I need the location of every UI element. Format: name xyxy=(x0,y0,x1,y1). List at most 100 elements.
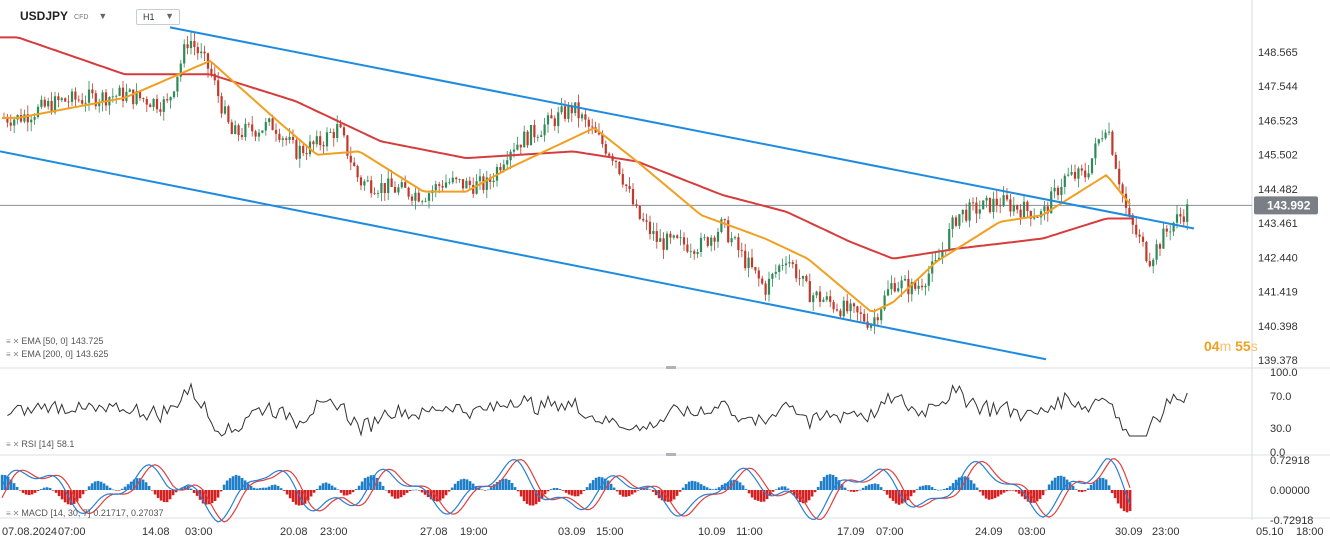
candle-body xyxy=(927,273,930,286)
price-tick-label: 140.398 xyxy=(1258,321,1298,333)
macd-histogram-bar xyxy=(27,490,31,496)
candle-body xyxy=(417,192,420,202)
macd-histogram-bar xyxy=(165,490,169,503)
candle-body xyxy=(659,238,662,242)
ema50-line xyxy=(2,59,1131,313)
macd-histogram-bar xyxy=(288,490,292,499)
macd-histogram-bar xyxy=(225,480,229,490)
macd-histogram-bar xyxy=(339,490,343,493)
candle-body xyxy=(757,270,760,279)
grid xyxy=(0,0,1330,520)
candle-body xyxy=(934,260,937,262)
macd-histogram-bar xyxy=(183,486,187,490)
macd-histogram-bar xyxy=(981,490,985,496)
macd-histogram-bar xyxy=(84,490,88,491)
macd-histogram-bar xyxy=(1035,490,1039,502)
candle-body xyxy=(618,161,621,175)
close-icon[interactable]: ✕ xyxy=(12,439,20,449)
panel-resize-handle[interactable] xyxy=(666,453,676,456)
candle-body xyxy=(988,197,992,213)
macd-histogram-bar xyxy=(579,490,583,495)
price-tick-label: 144.482 xyxy=(1258,184,1298,196)
candle-body xyxy=(614,160,618,162)
macd-histogram-bar xyxy=(174,490,178,493)
macd-histogram-bar xyxy=(285,490,289,495)
macd-histogram-bar xyxy=(501,478,505,490)
close-icon[interactable]: ✕ xyxy=(12,336,20,346)
candle-body xyxy=(478,176,482,182)
macd-histogram-bar xyxy=(1125,490,1129,513)
macd-histogram-bar xyxy=(528,490,532,506)
ema200-label[interactable]: ≡ ✕ EMA [200, 0] 143.625 xyxy=(6,349,108,359)
macd-histogram-bar xyxy=(573,490,577,497)
candle-body xyxy=(237,125,240,136)
ema50-label[interactable]: ≡ ✕ EMA [50, 0] 143.725 xyxy=(6,336,103,346)
macd-histogram-bar xyxy=(105,485,109,490)
candle-body xyxy=(679,237,682,239)
candle-body xyxy=(863,313,866,322)
candle-body xyxy=(985,197,988,201)
macd-histogram-bar xyxy=(282,490,286,491)
axes: 148.565 147.544 146.523 145.502 144.482 143.4… xyxy=(2,47,1324,538)
macd-histogram-bar xyxy=(360,481,364,490)
macd-histogram-bar xyxy=(1080,490,1084,493)
timeframe-selector[interactable]: H1 ▼ xyxy=(136,9,180,25)
close-icon[interactable]: ✕ xyxy=(12,349,20,359)
macd-histogram-bar xyxy=(984,490,988,499)
candle-body xyxy=(213,73,216,81)
channel-lower-line[interactable] xyxy=(0,150,1047,361)
panel-resize-handle[interactable] xyxy=(666,366,676,369)
candle-body xyxy=(291,136,295,141)
macd-histogram-bar xyxy=(120,488,124,490)
candle-body xyxy=(1002,195,1005,207)
candle-body xyxy=(869,324,873,328)
symbol-header[interactable]: USDJPY CFD ▼ xyxy=(20,9,107,23)
candle-body xyxy=(166,99,169,101)
macd-histogram-bar xyxy=(1017,490,1021,494)
candle-body xyxy=(835,309,839,311)
macd-histogram-bar xyxy=(387,490,391,494)
macd-histogram-bar xyxy=(1002,490,1006,493)
candle-body xyxy=(285,138,288,140)
candle-body xyxy=(203,51,206,54)
candle-body xyxy=(329,132,332,133)
candle-body xyxy=(631,189,635,205)
candle-body xyxy=(852,303,856,307)
macd-label[interactable]: ≡ ✕ MACD [14, 30, 7] 0.21717, 0.27037 xyxy=(6,508,163,518)
menu-icon[interactable]: ≡ xyxy=(6,508,11,518)
candle-body xyxy=(261,130,264,133)
macd-tick-label: 0.72918 xyxy=(1270,455,1310,467)
trend-channel[interactable] xyxy=(0,26,1195,361)
candle-body xyxy=(512,149,516,152)
menu-icon[interactable]: ≡ xyxy=(6,439,11,449)
macd-histogram-bar xyxy=(195,490,199,496)
menu-icon[interactable]: ≡ xyxy=(6,349,11,359)
candle-body xyxy=(104,92,108,106)
caret-down-icon[interactable]: ▼ xyxy=(98,11,108,21)
candle-body xyxy=(1172,222,1175,232)
candle-body xyxy=(227,106,230,123)
macd-histogram-bar xyxy=(429,490,433,500)
menu-icon[interactable]: ≡ xyxy=(6,336,11,346)
macd-histogram-bar xyxy=(510,483,514,490)
candle-body xyxy=(591,126,594,128)
macd-histogram-bar xyxy=(66,490,70,505)
close-icon[interactable]: ✕ xyxy=(12,508,20,518)
symbol-name[interactable]: USDJPY xyxy=(20,9,69,23)
rsi-label[interactable]: ≡ ✕ RSI [14] 58.1 xyxy=(6,439,74,449)
macd-histogram-bar xyxy=(435,490,439,502)
channel-upper-line[interactable] xyxy=(169,26,1195,230)
macd-histogram-bar xyxy=(57,490,61,497)
macd-histogram-bar xyxy=(333,487,337,490)
macd-histogram-bar xyxy=(822,476,826,490)
macd-histogram-bar xyxy=(207,490,211,505)
candle-body xyxy=(492,180,495,183)
candle-body xyxy=(597,132,601,135)
macd-histogram-bar xyxy=(531,490,535,506)
macd-histogram-bar xyxy=(189,488,193,490)
candle-body xyxy=(560,106,563,113)
macd-histogram-bar xyxy=(240,477,244,490)
macd-histogram-bar xyxy=(801,490,805,504)
